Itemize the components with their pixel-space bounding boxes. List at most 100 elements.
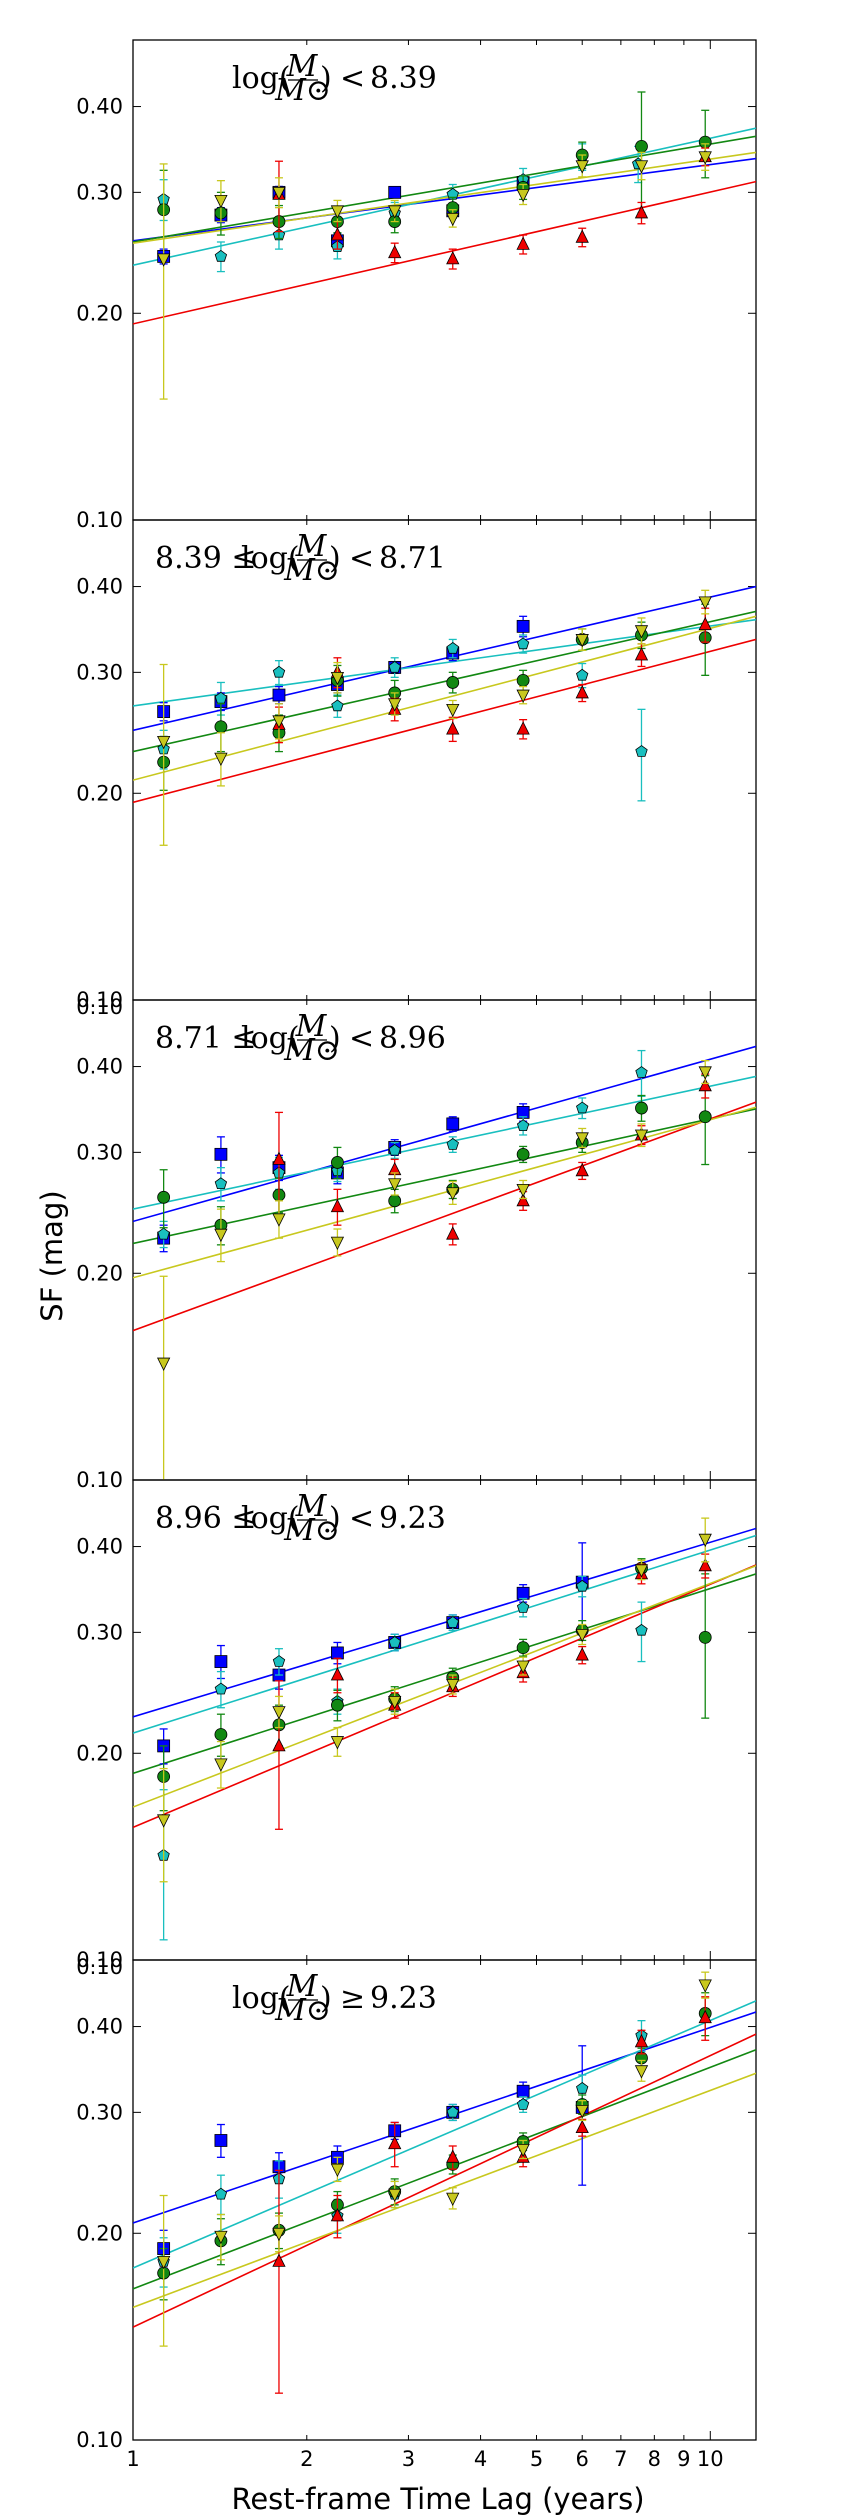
x-tick-label: 2 xyxy=(300,2447,313,2471)
panel-title: 8.71 ≤log(MM⊙) <8.96 xyxy=(155,1009,446,1068)
y-tick-label: 0.20 xyxy=(76,2221,123,2245)
marker-green xyxy=(388,1194,402,1208)
fit-line-blue xyxy=(133,1045,756,1223)
marker-cyan xyxy=(516,2098,530,2110)
marker-yellow xyxy=(698,1979,712,1993)
marker-yellow xyxy=(634,1564,649,1578)
plot-area xyxy=(133,585,756,846)
marker-red xyxy=(698,1557,712,1572)
title-value: 8.39 xyxy=(370,61,437,96)
marker-yellow xyxy=(698,151,712,165)
fit-line-blue xyxy=(133,1527,756,1718)
marker-yellow xyxy=(388,1695,402,1710)
title-frac-den: M⊙ xyxy=(283,1033,340,1068)
y-tick-label: 0.30 xyxy=(76,1140,123,1164)
marker-yellow xyxy=(214,1228,228,1243)
x-tick-label: 6 xyxy=(576,2447,589,2471)
marker-yellow xyxy=(330,205,345,219)
marker-yellow xyxy=(634,2065,649,2079)
marker-blue xyxy=(214,1655,228,1668)
marker-yellow xyxy=(634,625,649,639)
y-tick-label: 0.20 xyxy=(76,1741,123,1765)
x-tick-label: 4 xyxy=(474,2447,487,2471)
marker-yellow xyxy=(446,212,460,227)
y-tick-label: 0.20 xyxy=(76,781,123,805)
y-tick-label: 0.10 xyxy=(76,988,123,1012)
plot-area xyxy=(133,91,756,400)
marker-red xyxy=(516,721,530,735)
y-tick-label: 0.40 xyxy=(76,1535,123,1559)
title-log: log( xyxy=(241,1501,300,1536)
marker-green xyxy=(214,720,228,734)
title-frac-den: M⊙ xyxy=(283,1513,340,1548)
plot-frame xyxy=(132,1959,757,2441)
marker-green xyxy=(516,1641,530,1655)
marker-green xyxy=(516,674,530,687)
x-tick-label: 9 xyxy=(677,2447,690,2471)
x-tick-label: 5 xyxy=(530,2447,543,2471)
marker-yellow xyxy=(156,1357,171,1371)
fit-line-red xyxy=(133,638,756,804)
title-close: ) xyxy=(329,1501,341,1536)
marker-green xyxy=(331,1156,344,1169)
y-tick-label: 0.40 xyxy=(76,95,123,119)
marker-cyan xyxy=(388,1636,401,1648)
marker-yellow xyxy=(575,1628,589,1643)
marker-blue xyxy=(516,619,530,633)
marker-red xyxy=(634,205,649,219)
marker-yellow xyxy=(156,2256,171,2270)
marker-yellow xyxy=(516,689,530,703)
marker-red xyxy=(388,2135,402,2150)
y-tick-label: 0.10 xyxy=(76,1948,123,1972)
marker-yellow xyxy=(214,195,228,209)
title-prefix: 8.39 ≤ xyxy=(155,541,256,576)
y-tick-label: 0.30 xyxy=(76,180,123,204)
title-value: 9.23 xyxy=(370,1981,437,2016)
marker-red xyxy=(575,229,589,243)
marker-yellow xyxy=(516,1660,530,1674)
marker-yellow xyxy=(575,634,589,648)
title-operator: < xyxy=(349,1021,374,1056)
marker-green xyxy=(157,1190,171,1204)
title-frac-num: M xyxy=(295,1489,328,1524)
marker-red xyxy=(330,227,345,241)
title-frac-den: M⊙ xyxy=(274,1993,331,2028)
marker-yellow xyxy=(516,2143,530,2158)
marker-red xyxy=(575,2119,589,2134)
marker-red xyxy=(698,616,712,631)
marker-cyan xyxy=(576,2082,589,2094)
marker-yellow xyxy=(272,715,286,729)
marker-cyan xyxy=(331,699,344,712)
title-log: log( xyxy=(241,541,300,576)
marker-red xyxy=(575,1647,589,1661)
y-tick-label: 0.40 xyxy=(76,575,123,599)
marker-blue xyxy=(214,1147,228,1161)
marker-red xyxy=(516,236,530,250)
x-tick-label: 7 xyxy=(614,2447,627,2471)
marker-blue xyxy=(214,2134,228,2147)
marker-cyan xyxy=(272,665,286,678)
marker-yellow xyxy=(516,188,530,203)
marker-yellow xyxy=(272,186,286,201)
title-prefix: 8.96 ≤ xyxy=(155,1501,256,1536)
marker-cyan xyxy=(446,1138,459,1150)
title-frac-num: M xyxy=(286,1969,319,2004)
marker-cyan xyxy=(214,1682,228,1695)
fit-line-blue xyxy=(133,585,756,732)
marker-yellow xyxy=(156,253,171,267)
marker-yellow xyxy=(330,671,345,686)
fit-line-yellow xyxy=(133,151,756,244)
panel-title: 8.39 ≤log(MM⊙) <8.71 xyxy=(155,529,446,588)
marker-yellow xyxy=(575,2104,589,2119)
fit-line-yellow xyxy=(133,1106,756,1279)
title-frac-num: M xyxy=(295,1009,328,1044)
marker-yellow xyxy=(214,1758,228,1772)
plot-area xyxy=(133,1517,756,1941)
title-frac-den: M⊙ xyxy=(283,553,340,588)
fit-line-yellow xyxy=(133,2072,756,2309)
panel-4: 0.10 0.20 0.30 0.40 8.96 ≤log(MM⊙) <9.23 xyxy=(76,1479,757,1972)
marker-yellow xyxy=(446,703,460,718)
marker-yellow xyxy=(330,1736,345,1750)
x-tick-label: 10 xyxy=(697,2447,724,2471)
